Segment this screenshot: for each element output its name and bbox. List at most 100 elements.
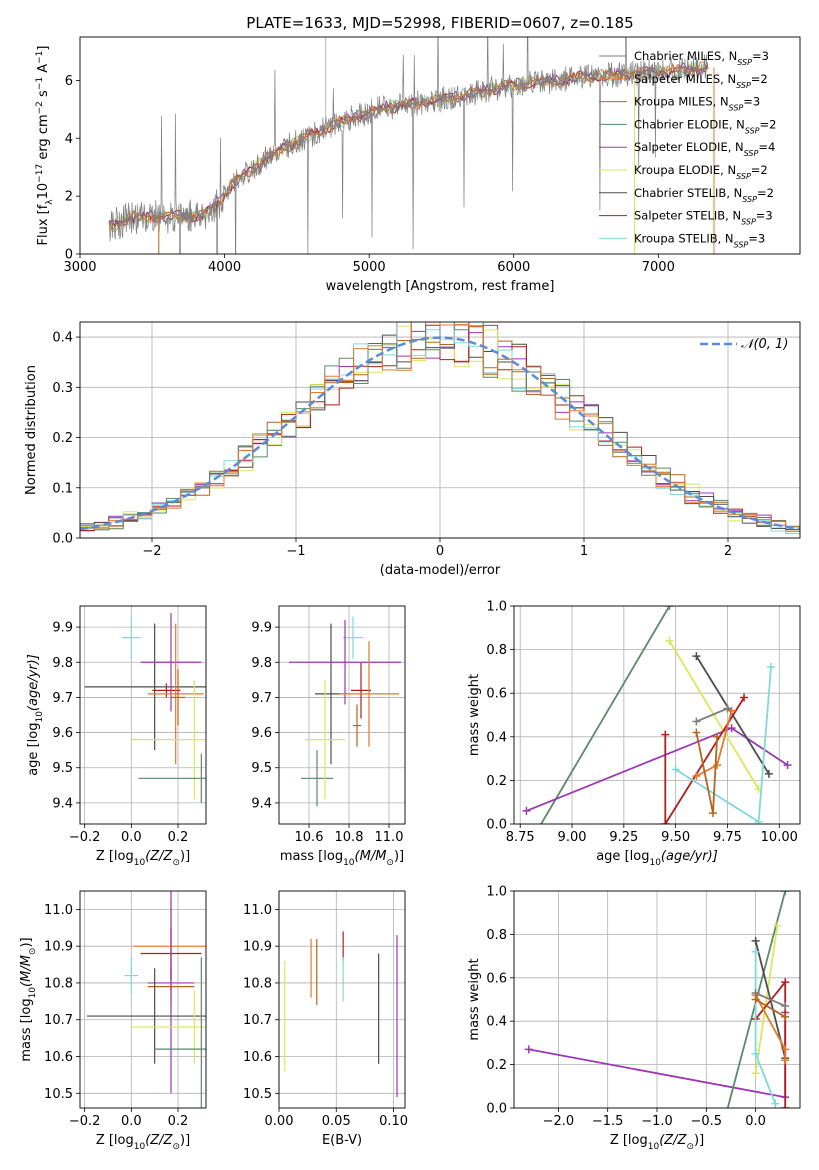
x-axis-label: (data-model)/error	[380, 563, 501, 578]
y-tick-label: 10.7	[243, 1013, 272, 1028]
axes-frame	[513, 605, 801, 825]
y-tick-label: 0.4	[486, 730, 507, 745]
label-part: (M/M	[19, 955, 34, 987]
plot-area	[289, 616, 401, 807]
mass-vs-metallicity-panel: −0.2 0.0 0.2 10.5 10.6 10.7 10.8 10.9 11.0 Z [log…	[19, 890, 207, 1152]
y-tick-label: 9.6	[52, 726, 73, 741]
legend-subscript: SSP	[744, 149, 759, 158]
legend-name: Kroupa STELIB, N	[634, 231, 734, 245]
label-part: 10	[36, 183, 51, 200]
weight-point-marker	[764, 769, 773, 778]
legend-entry: Chabrier MILES, NSSP=3	[634, 49, 769, 67]
legend-count: =2	[760, 117, 777, 131]
y-tick-label: 0.6	[486, 971, 507, 986]
legend-count: =4	[758, 140, 775, 154]
label-part: erg cm	[36, 114, 51, 163]
weight-series-line	[696, 707, 728, 723]
label-part: −1	[35, 77, 45, 90]
weight-point-marker	[751, 995, 760, 1004]
residuals-panel: −2 −1 0 1 2 0.0 0.1 0.2 0.3 0.4 (data-model)/error…	[24, 321, 801, 578]
label-part: 10	[648, 1142, 660, 1152]
x-tick-label: 0.0	[745, 1114, 766, 1129]
y-tick-label: 0.6	[486, 687, 507, 702]
y-tick-label: 0.3	[52, 381, 73, 396]
x-tick-label: 9.00	[558, 830, 587, 845]
weight-point-marker	[754, 817, 763, 824]
legend-count: =2	[751, 72, 768, 86]
x-axis-label: wavelength [Angstrom, rest frame]	[326, 279, 555, 294]
axes-frame	[79, 605, 207, 825]
weight-point-marker	[781, 1012, 790, 1021]
label-part: (M/M	[355, 849, 387, 864]
legend-subscript: SSP	[745, 126, 760, 135]
legend-name: Kroupa MILES, N	[634, 95, 729, 109]
legend-count: =2	[757, 186, 774, 200]
legend-entry: Salpeter MILES, NSSP=2	[634, 72, 768, 90]
y-tick-label: 0.8	[486, 928, 507, 943]
weight-series-line	[540, 606, 671, 824]
label-part: ]	[36, 46, 51, 51]
axes-frame	[278, 890, 406, 1109]
legend-name: Salpeter STELIB, N	[634, 209, 741, 223]
legend-name: Salpeter MILES, N	[634, 72, 736, 86]
legend-entry: Chabrier STELIB, NSSP=2	[634, 186, 774, 204]
label-part: 10	[28, 987, 38, 999]
x-tick-label: 10.00	[761, 830, 798, 845]
y-tick-label: 9.8	[251, 656, 272, 671]
legend-count: =3	[752, 49, 769, 63]
y-tick-label: 9.8	[52, 656, 73, 671]
weight-point-marker	[773, 921, 782, 930]
y-tick-label: 11.0	[243, 903, 272, 918]
y-tick-label: 10.9	[44, 940, 73, 955]
y-tick-label: 4	[65, 132, 73, 147]
legend-name: Chabrier ELODIE, N	[634, 117, 745, 131]
label-part: λ	[45, 199, 55, 205]
label-part: )]	[394, 849, 404, 864]
weight-point-marker	[781, 1104, 790, 1108]
label-part: −1	[35, 51, 45, 64]
y-tick-label: 9.4	[52, 796, 73, 811]
weight-point-marker	[661, 730, 670, 739]
weight-point-marker	[713, 761, 722, 770]
label-part: ⊙	[386, 858, 394, 868]
y-tick-label: 0.0	[486, 818, 507, 833]
y-tick-label: 0.4	[486, 1015, 507, 1030]
plot-area	[284, 931, 398, 1097]
legend-subscript: SSP	[741, 217, 756, 226]
label-part: (Z/Z	[659, 1133, 687, 1148]
axes-frame	[513, 890, 801, 1109]
weight-point-marker	[766, 663, 775, 672]
weight-point-marker	[722, 1111, 730, 1119]
weight-point-marker	[781, 891, 790, 895]
x-tick-label: 0.0	[121, 830, 142, 845]
x-tick-label: 0.10	[379, 1114, 408, 1129]
y-tick-label: 0.2	[486, 1058, 507, 1073]
x-tick-label: 7000	[642, 260, 675, 275]
label-part: 10	[649, 858, 661, 868]
model-line	[108, 62, 708, 231]
legend-entry: Kroupa MILES, NSSP=3	[634, 95, 760, 113]
weight-point-marker	[708, 809, 717, 818]
x-axis-label: Z [log10(Z/Z⊙)]	[96, 849, 190, 868]
label-part: A	[36, 64, 51, 77]
y-tick-label: 10.6	[243, 1050, 272, 1065]
x-tick-label: 9.75	[713, 830, 742, 845]
weight-point-marker	[665, 636, 674, 645]
y-tick-label: 9.9	[251, 621, 272, 636]
y-tick-label: 9.7	[251, 691, 272, 706]
figure-title: PLATE=1633, MJD=52998, FIBERID=0607, z=0…	[246, 14, 633, 32]
y-tick-label: 9.7	[52, 691, 73, 706]
x-tick-label: −0.5	[691, 1114, 723, 1129]
weight-point-marker	[692, 717, 701, 726]
y-tick-label: 0.4	[52, 331, 73, 346]
y-axis-label: age [log10(age/yr)]	[26, 654, 45, 776]
weight-point-marker	[727, 724, 736, 733]
weight-vs-metallicity-panel: −2.0 −1.5 −1.0 −0.5 0.0 0.0 0.2 0.4 0.6 0.8 1.0 Z […	[467, 885, 801, 1152]
x-tick-label: 9.50	[661, 830, 690, 845]
legend-entry: Chabrier ELODIE, NSSP=2	[634, 117, 776, 135]
legend-subscript: SSP	[737, 58, 752, 67]
plot-area	[524, 891, 790, 1119]
weight-point-marker	[727, 706, 736, 715]
weight-point-marker	[692, 728, 701, 737]
y-tick-label: 9.5	[52, 761, 73, 776]
